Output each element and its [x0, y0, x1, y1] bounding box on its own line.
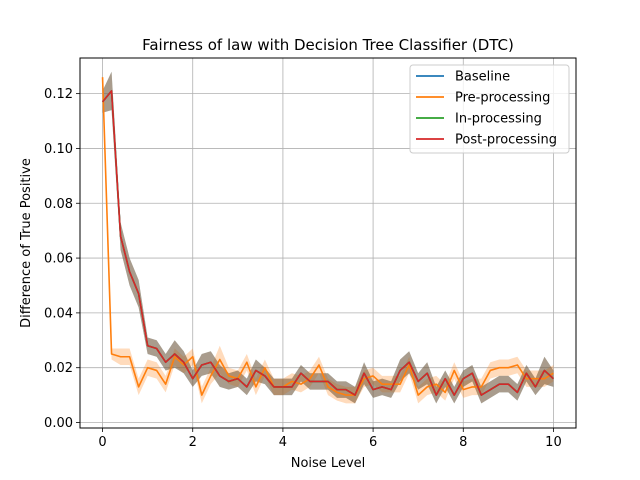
y-tick-label: 0.10 — [44, 142, 73, 157]
x-tick-label: 2 — [189, 435, 197, 450]
legend-label: In-processing — [455, 112, 542, 127]
x-tick-label: 8 — [459, 435, 467, 450]
x-tick-label: 10 — [545, 435, 562, 450]
legend-items: Baseline Pre-processing In-processing Post-… — [416, 70, 557, 148]
x-tick-label: 6 — [369, 435, 377, 450]
series-line — [101, 90, 554, 396]
legend-label: Pre-processing — [455, 91, 550, 106]
y-tick-label: 0.06 — [44, 252, 73, 267]
y-tick-label: 0.00 — [44, 416, 73, 431]
y-tick-label: 0.12 — [44, 87, 73, 102]
legend-label: Baseline — [455, 70, 510, 85]
grid — [80, 58, 576, 428]
x-tick-label: 4 — [279, 435, 287, 450]
legend-box — [409, 64, 570, 154]
y-tick-label: 0.02 — [44, 361, 73, 376]
legend-label: Post-processing — [455, 133, 557, 148]
x-axis-label: Noise Level — [291, 456, 366, 471]
confidence-band — [102, 71, 554, 404]
y-tick-label: 0.04 — [44, 306, 73, 321]
chart-title: Fairness of law with Decision Tree Class… — [142, 36, 514, 54]
plot-frame — [79, 57, 577, 429]
legend: Baseline Pre-processing In-processing Post-… — [409, 64, 570, 154]
x-tick-label: 0 — [98, 435, 106, 450]
y-tick-label: 0.08 — [44, 197, 73, 212]
confidence-bands — [102, 71, 554, 404]
series-lines — [101, 77, 554, 396]
axis-ticks: 0 2 4 6 8 10 0.00 0.02 0.04 0.06 0.08 0.10 0.12 — [44, 87, 562, 450]
y-axis-label: Difference of True Positive — [19, 158, 34, 328]
